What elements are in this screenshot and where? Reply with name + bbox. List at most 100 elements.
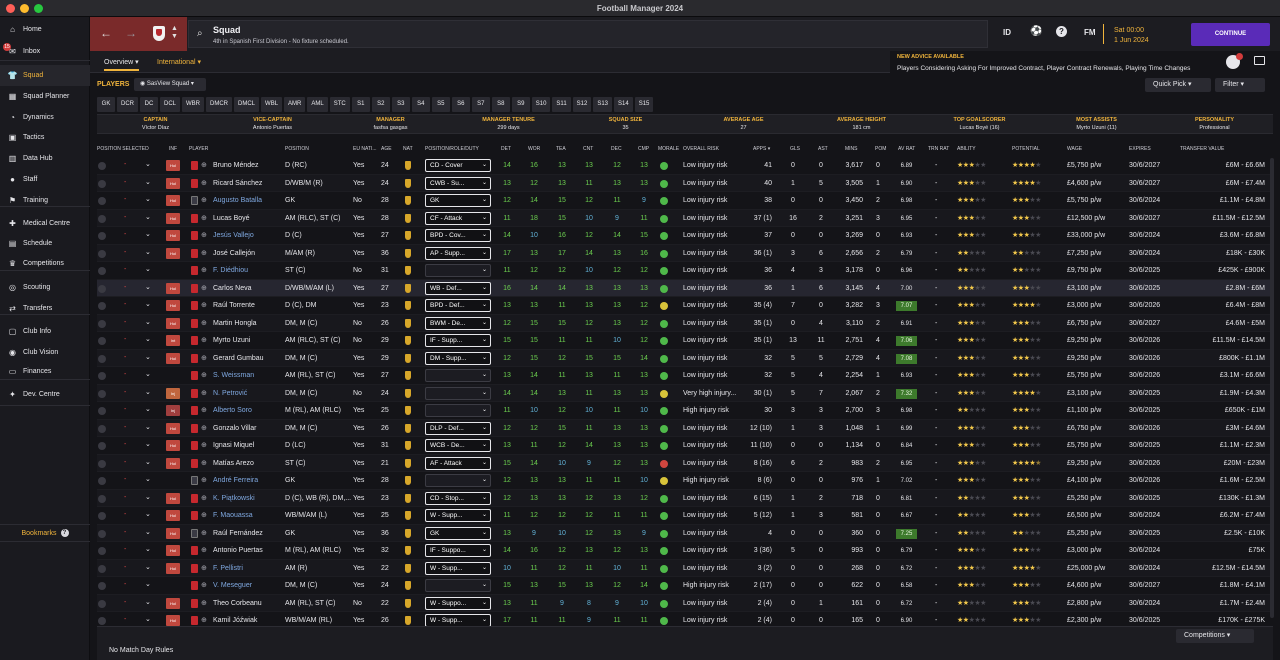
- nationality-flag-icon[interactable]: [405, 371, 411, 380]
- select-radio[interactable]: [98, 407, 106, 415]
- status-badge[interactable]: Hol: [166, 597, 180, 609]
- position-selected-value[interactable]: -: [124, 231, 127, 238]
- col-assists[interactable]: AST: [818, 146, 828, 152]
- player-name[interactable]: F. Diédhiou: [213, 267, 249, 274]
- position-selected-value[interactable]: -: [124, 476, 127, 483]
- position-selected-value[interactable]: -: [124, 353, 127, 361]
- add-person-icon[interactable]: ⊕: [201, 319, 207, 327]
- table-row[interactable]: - ⌄ Hol ⊕ Raúl Torrente D (C), DM Yes 23 BPD - D…: [97, 297, 1273, 315]
- col-concentration[interactable]: CNT: [583, 146, 594, 152]
- table-scrollbar[interactable]: [1270, 158, 1274, 618]
- table-row[interactable]: - ⌄ Hol ⊕ F. Maouassa WB/M/AM (L) Yes 25 W - Sup…: [97, 507, 1273, 525]
- info-average-height[interactable]: AVERAGE HEIGHT 181 cm: [803, 117, 920, 131]
- table-row[interactable]: - ⌄ Hol ⊕ Carlos Neva D/WB/M/AM (L) Yes 27 WB - …: [97, 279, 1273, 297]
- morale-icon[interactable]: [660, 617, 668, 625]
- help-icon[interactable]: ?: [60, 529, 69, 537]
- role-duty-dropdown[interactable]: ⌄: [425, 404, 491, 417]
- col-transfer-value[interactable]: TRANSFER VALUE: [1180, 146, 1225, 152]
- role-duty-dropdown[interactable]: ⌄: [425, 579, 491, 592]
- player-name[interactable]: Theo Corbeanu: [213, 599, 262, 607]
- info-captain[interactable]: CAPTAIN Víctor Díaz: [97, 117, 214, 131]
- status-badge[interactable]: Hol: [166, 282, 180, 294]
- status-badge[interactable]: Hol: [166, 352, 180, 364]
- nationality-flag-icon[interactable]: [405, 318, 411, 328]
- info-top-goalscorer[interactable]: TOP GOALSCORER Lucas Boyé (16): [921, 117, 1038, 131]
- position-filter-s10[interactable]: S10: [531, 97, 551, 112]
- table-row[interactable]: - ⌄ Hol ⊕ K. Piątkowski D (C), WB (R), DM,...…: [97, 489, 1273, 507]
- page-title-box[interactable]: ⌕ Squad 4th in Spanish First Division - …: [188, 20, 988, 48]
- fm-menu-button[interactable]: FM: [1084, 28, 1096, 37]
- position-selected-value[interactable]: -: [124, 581, 127, 588]
- sidebar-item-home[interactable]: ⌂ Home: [0, 19, 90, 40]
- advice-panel[interactable]: NEW ADVICE AVAILABLE Players Considering…: [896, 51, 1280, 73]
- col-composure[interactable]: CMP: [638, 146, 650, 152]
- morale-icon[interactable]: [660, 424, 668, 433]
- role-duty-dropdown[interactable]: WCB - De... ⌄: [425, 439, 491, 452]
- position-selected-value[interactable]: -: [124, 458, 127, 466]
- sidebar-item-data-hub[interactable]: ▥ Data Hub: [0, 148, 90, 169]
- status-badge[interactable]: Inj: [166, 405, 180, 416]
- role-duty-dropdown[interactable]: W - Supp... ⌄: [425, 561, 491, 575]
- sidebar-item-training[interactable]: ⚑ Training: [0, 190, 90, 211]
- add-person-icon[interactable]: ⊕: [201, 547, 207, 554]
- minimize-window-button[interactable]: [20, 4, 29, 13]
- sidebar-item-scouting[interactable]: ◎ Scouting: [0, 277, 90, 298]
- position-selected-value[interactable]: -: [124, 528, 127, 536]
- back-arrow-icon[interactable]: ←: [100, 26, 112, 40]
- football-icon[interactable]: ⚽: [1030, 26, 1043, 37]
- nationality-flag-icon[interactable]: [405, 388, 411, 398]
- position-filter-gk[interactable]: GK: [97, 97, 115, 112]
- add-person-icon[interactable]: ⊕: [201, 512, 207, 519]
- col-wage[interactable]: WAGE: [1067, 146, 1083, 152]
- add-person-icon[interactable]: ⊕: [201, 407, 207, 414]
- position-selected-value[interactable]: -: [124, 213, 127, 221]
- position-selected-value[interactable]: -: [124, 616, 127, 623]
- morale-icon[interactable]: [660, 547, 668, 555]
- table-row[interactable]: - ⌄ Hol ⊕ José Callejón M/AM (R) Yes 36 AP - Sup…: [97, 244, 1273, 262]
- nationality-flag-icon[interactable]: [405, 178, 411, 188]
- col-nationality[interactable]: NAT: [403, 146, 413, 152]
- position-filter-s14[interactable]: S14: [614, 97, 633, 112]
- position-select-chevron-icon[interactable]: ⌄: [145, 406, 151, 413]
- select-radio[interactable]: [98, 494, 106, 503]
- sidebar-item-dynamics[interactable]: ◔ Dynamics: [0, 107, 90, 128]
- player-name[interactable]: Myrto Uzuni: [213, 337, 251, 344]
- col-expires[interactable]: EXPIRES: [1129, 146, 1151, 152]
- position-select-chevron-icon[interactable]: ⌄: [145, 476, 151, 483]
- player-name[interactable]: Alberto Soro: [213, 407, 252, 414]
- nationality-flag-icon[interactable]: [405, 213, 411, 223]
- position-select-chevron-icon[interactable]: ⌄: [145, 213, 151, 221]
- position-select-chevron-icon[interactable]: ⌄: [145, 546, 151, 553]
- add-person-icon[interactable]: ⊕: [201, 179, 207, 187]
- club-switch-chevrons-icon[interactable]: ▲ ▼: [171, 25, 178, 40]
- position-selected-value[interactable]: -: [124, 546, 127, 553]
- player-name[interactable]: Lucas Boyé: [213, 214, 250, 222]
- sidebar-item-schedule[interactable]: ▤ Schedule: [0, 233, 90, 254]
- nationality-flag-icon[interactable]: [405, 616, 411, 625]
- position-selected-value[interactable]: -: [124, 196, 127, 203]
- nationality-flag-icon[interactable]: [405, 423, 411, 433]
- position-filter-s5[interactable]: S5: [431, 97, 450, 112]
- status-badge[interactable]: Hol: [166, 545, 180, 556]
- table-row[interactable]: - ⌄ ⊕ F. Diédhiou ST (C) No 31 ⌄ 11 12 12 10 12 12 Low…: [97, 262, 1273, 280]
- add-person-icon[interactable]: ⊕: [201, 267, 207, 274]
- nationality-flag-icon[interactable]: [405, 231, 411, 240]
- select-radio[interactable]: [98, 284, 106, 293]
- status-badge[interactable]: Hol: [166, 527, 180, 539]
- screen-icon[interactable]: [1254, 56, 1265, 65]
- add-person-icon[interactable]: ⊕: [201, 424, 207, 432]
- morale-icon[interactable]: [660, 179, 668, 188]
- position-filter-s3[interactable]: S3: [391, 97, 410, 112]
- table-row[interactable]: - ⌄ Hol ⊕ Antonio Puertas M (RL), AM (RLC) Yes…: [97, 542, 1273, 560]
- position-select-chevron-icon[interactable]: ⌄: [145, 283, 151, 291]
- position-selected-value[interactable]: -: [124, 318, 127, 326]
- table-row[interactable]: - ⌄ Int ⊕ Myrto Uzuni AM (RLC), ST (C) No 29 IF …: [97, 332, 1273, 350]
- morale-icon[interactable]: [660, 214, 668, 223]
- position-select-chevron-icon[interactable]: ⌄: [145, 161, 151, 168]
- select-radio[interactable]: [98, 389, 106, 398]
- tab-overview[interactable]: Overview ▾: [104, 58, 139, 71]
- position-filter-stc[interactable]: STC: [329, 97, 350, 112]
- select-radio[interactable]: [98, 582, 106, 590]
- role-duty-dropdown[interactable]: W - Suppo... ⌄: [425, 596, 491, 610]
- nationality-flag-icon[interactable]: [405, 476, 411, 485]
